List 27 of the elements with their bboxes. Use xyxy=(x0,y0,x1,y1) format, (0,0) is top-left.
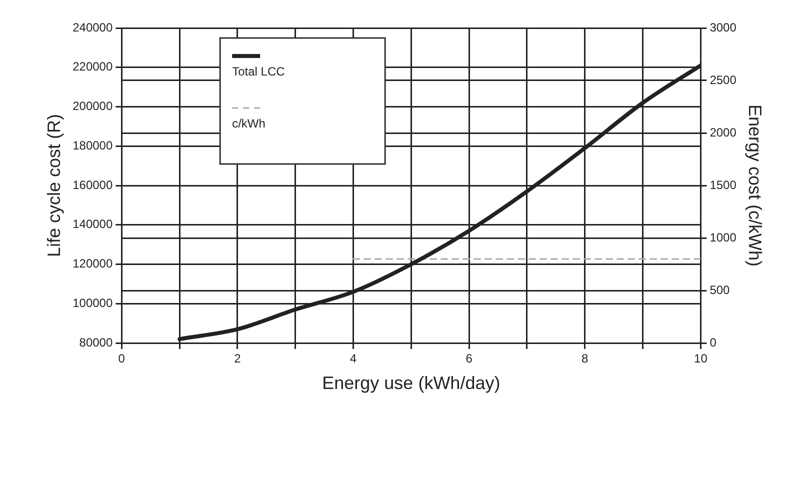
y-tick-label: 240000 xyxy=(72,20,113,34)
y-tick-label: 140000 xyxy=(72,217,113,232)
y-tick-label: 120000 xyxy=(72,256,113,271)
y-tick-label: 220000 xyxy=(72,60,113,74)
y-tick-label: 180000 xyxy=(72,138,113,152)
y2-tick-label: 0 xyxy=(710,335,717,350)
y2-tick-label: 500 xyxy=(710,282,730,297)
x-tick-label: 6 xyxy=(466,352,473,366)
legend-label: c/kWh xyxy=(232,116,266,130)
y2-axis-title: Energy cost (c/kWh) xyxy=(745,104,766,267)
legend-label: Total LCC xyxy=(232,64,286,78)
x-tick-label: 8 xyxy=(582,352,589,366)
y2-tick-label: 2500 xyxy=(710,72,737,87)
x-axis-title: Energy use (kWh/day) xyxy=(322,373,500,394)
y-tick-label: 100000 xyxy=(72,296,113,310)
y2-tick-label: 3000 xyxy=(710,20,737,34)
y-axis-title: Life cycle cost (R) xyxy=(44,114,64,258)
y-tick-label: 200000 xyxy=(72,99,113,114)
y2-tick-label: 2000 xyxy=(710,125,737,140)
x-tick-label: 4 xyxy=(350,352,357,366)
y2-tick-label: 1500 xyxy=(710,178,737,192)
x-tick-label: 10 xyxy=(694,352,708,366)
x-tick-label: 0 xyxy=(118,352,126,366)
y-tick-label: 160000 xyxy=(72,178,113,192)
y2-tick-label: 1000 xyxy=(710,230,737,244)
y-tick-label: 80000 xyxy=(79,335,113,350)
x-tick-label: 2 xyxy=(234,352,242,366)
